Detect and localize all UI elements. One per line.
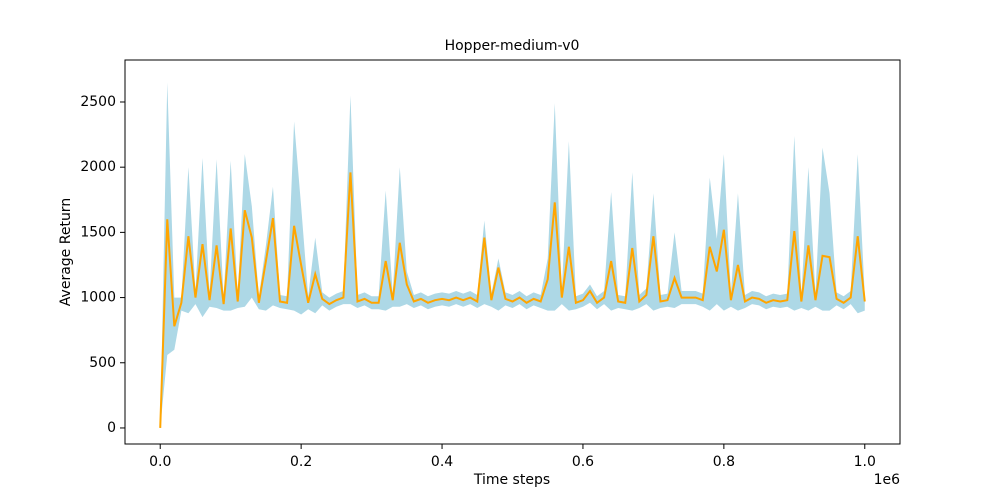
y-tick-label: 2500	[80, 94, 116, 110]
x-tick-label: 0.8	[713, 454, 735, 470]
y-tick-label: 1500	[80, 224, 116, 240]
y-tick-label: 0	[107, 420, 116, 436]
x-tick-label: 0.6	[572, 454, 594, 470]
y-tick-label: 2000	[80, 159, 116, 175]
x-tick-label: 0.4	[431, 454, 453, 470]
x-tick-label: 0.2	[290, 454, 312, 470]
x-tick-label: 0.0	[149, 454, 171, 470]
mean-line	[159, 172, 866, 428]
y-tick-label: 1000	[80, 290, 116, 306]
plot-frame	[124, 59, 901, 445]
chart-title: Hopper-medium-v0	[445, 38, 580, 54]
y-axis-label: Average Return	[58, 198, 74, 306]
y-tick-label: 500	[89, 355, 116, 371]
x-tick-label: 1.0	[854, 454, 876, 470]
x-axis-label: Time steps	[473, 472, 550, 488]
x-offset-label: 1e6	[874, 472, 901, 488]
std-band	[160, 82, 865, 428]
